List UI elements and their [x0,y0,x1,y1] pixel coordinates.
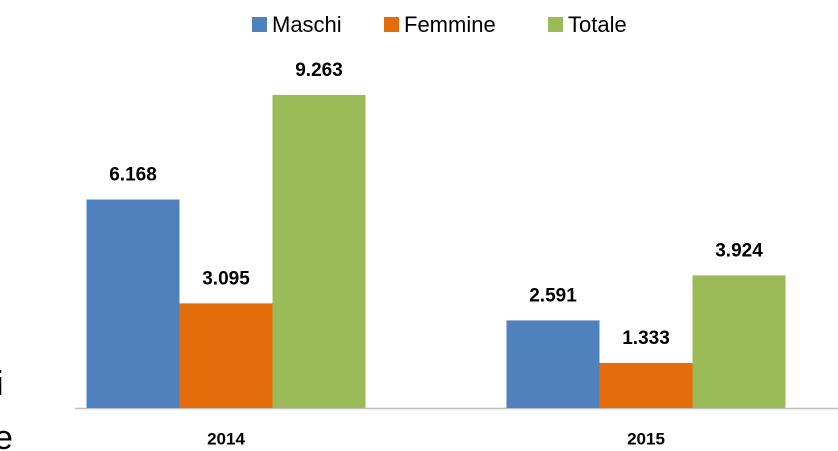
background-text: e [0,419,13,451]
bar [506,320,600,408]
bar [692,275,786,408]
legend-label: Totale [568,12,627,37]
value-label: 3.095 [202,268,250,289]
background-text: i [0,365,4,403]
bar [599,362,693,408]
legend-swatch [548,17,563,32]
x-tick-label: 2014 [207,429,245,448]
legend-swatch [384,17,399,32]
bar [272,94,366,409]
x-tick-label: 2015 [627,429,665,448]
legend-label: Femmine [404,12,496,37]
legend-label: Maschi [272,12,342,37]
value-label: 3.924 [715,240,763,261]
bar [179,303,273,408]
value-label: 9.263 [295,60,343,81]
value-label: 1.333 [622,328,670,349]
value-label: 2.591 [529,285,577,306]
value-label: 6.168 [109,165,157,186]
bar [86,199,180,408]
legend-swatch [252,17,267,32]
